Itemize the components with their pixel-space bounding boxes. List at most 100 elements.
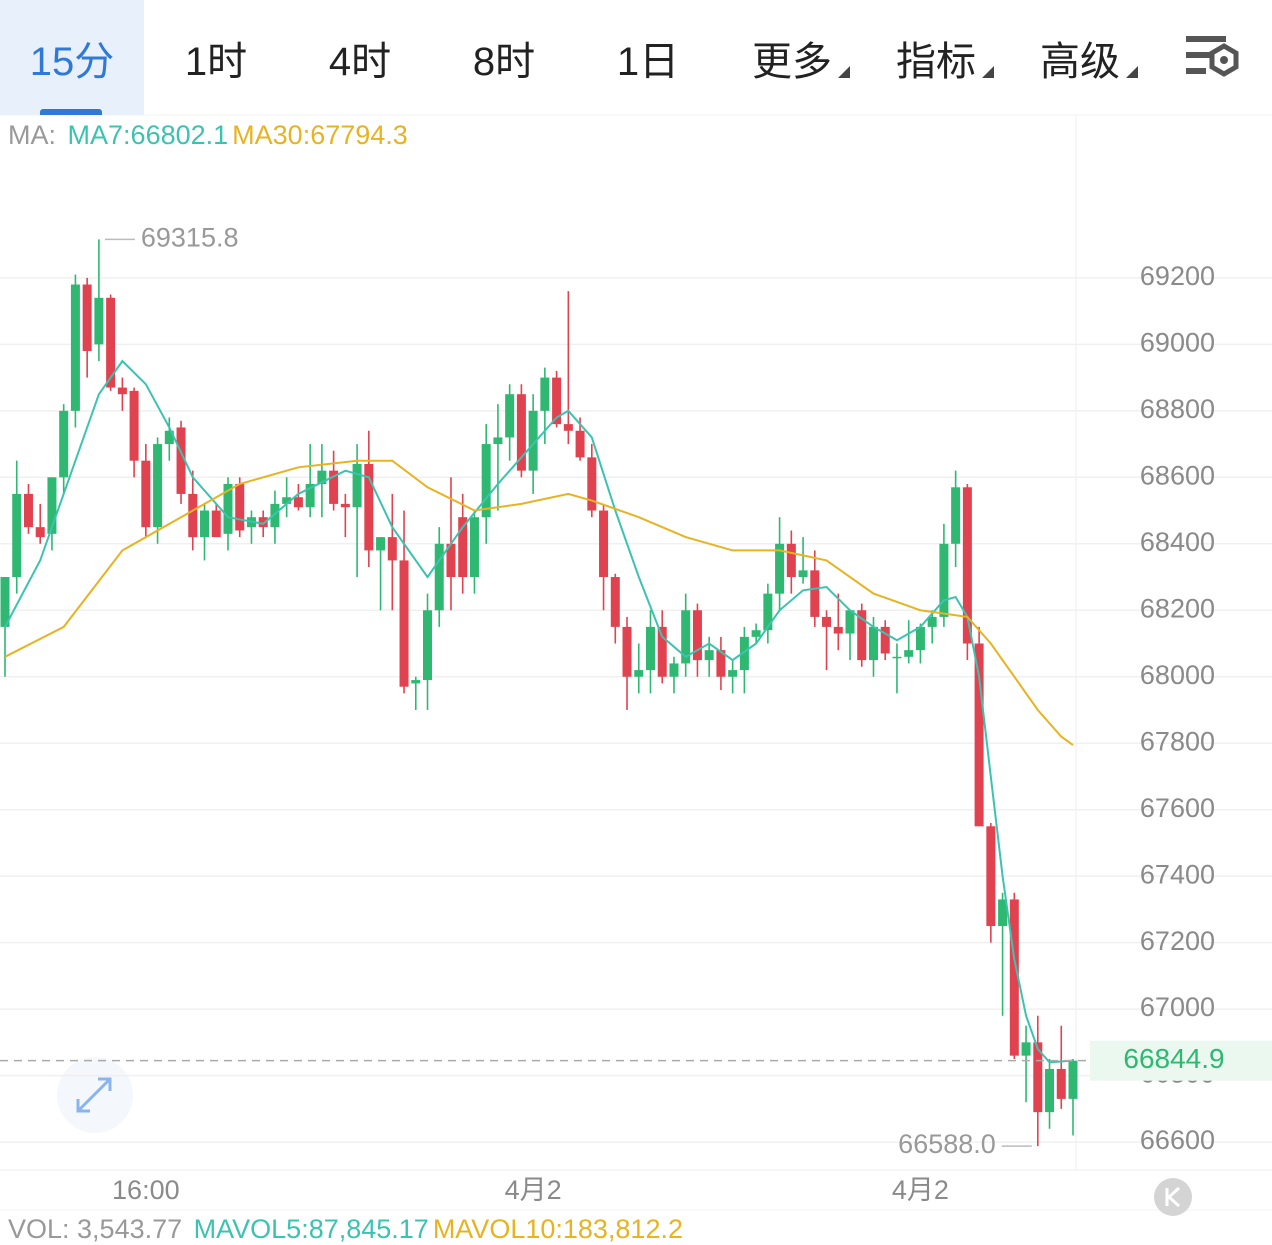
timeframe-tab[interactable]: 1日 xyxy=(616,39,680,84)
timeframe-tab[interactable]: 4时 xyxy=(328,39,392,84)
candle-body xyxy=(47,477,57,534)
candle-body xyxy=(915,626,925,651)
candle-body xyxy=(587,457,597,511)
candle-body xyxy=(974,643,984,827)
candle-body xyxy=(282,497,292,504)
candle-body xyxy=(0,577,10,627)
y-tick-label: 68800 xyxy=(1140,394,1215,424)
candle-body xyxy=(493,437,503,445)
ma-legend: MA: MA7:66802.1 MA30:67794.3 xyxy=(8,120,412,151)
candle-body xyxy=(751,630,761,637)
timeframe-tab[interactable]: 更多 xyxy=(720,0,864,115)
candle-body xyxy=(12,493,22,578)
k-button[interactable] xyxy=(1154,1178,1192,1216)
timeframe-tab[interactable]: 指标 xyxy=(864,0,1008,115)
candle-body xyxy=(939,543,949,617)
candle-body xyxy=(423,610,433,681)
candle-body xyxy=(82,284,92,351)
candle-body xyxy=(305,483,315,508)
y-tick-label: 67400 xyxy=(1140,859,1215,889)
candle-body xyxy=(669,663,679,677)
candle-body xyxy=(446,543,456,578)
candle-body xyxy=(810,570,820,617)
timeframe-tab[interactable]: 1时 xyxy=(184,39,248,84)
candle-body xyxy=(516,394,526,471)
candle-body xyxy=(657,626,667,677)
settings-icon[interactable] xyxy=(1186,36,1239,77)
candle-body xyxy=(188,493,198,538)
legend-prefix: VOL: 3,543.77 xyxy=(8,1214,183,1244)
low-marker-label: 66588.0 xyxy=(898,1129,996,1159)
x-tick-label: 4月2 xyxy=(505,1175,562,1205)
timeframe-tab[interactable]: 高级 xyxy=(1008,0,1152,115)
candle-body xyxy=(1045,1068,1055,1113)
legend-item: MA7:66802.1 xyxy=(67,120,229,150)
legend-item: MAVOL10:183,812.2 xyxy=(432,1214,683,1244)
candle-body xyxy=(868,626,878,661)
candle-body xyxy=(528,410,538,471)
y-tick-label: 68000 xyxy=(1140,660,1215,690)
candle-body xyxy=(270,503,280,528)
y-tick-label: 67000 xyxy=(1140,992,1215,1022)
high-marker-label: 69315.8 xyxy=(141,223,239,253)
last-price-label: 66844.9 xyxy=(1123,1043,1224,1074)
candle-body xyxy=(340,503,350,508)
timeframe-tabs: 15分 1时 4时 8时 1日 更多 指标 高级 xyxy=(0,0,1152,115)
candle-body xyxy=(962,487,972,644)
candle-body xyxy=(552,377,562,425)
candle-body xyxy=(352,464,362,508)
volume-legend: VOL: 3,543.77 MAVOL5:87,845.17 MAVOL10:18… xyxy=(8,1214,687,1245)
ma-line xyxy=(4,459,1074,746)
candle-body xyxy=(1068,1060,1078,1099)
candle-body xyxy=(716,650,726,677)
candle-body xyxy=(35,527,45,538)
candle-body xyxy=(106,297,116,388)
ma-line xyxy=(4,359,1074,1064)
candle-body xyxy=(704,650,714,661)
candle-body xyxy=(634,670,644,677)
candle-body xyxy=(117,387,127,395)
candle-body xyxy=(200,510,210,538)
x-tick-label: 16:00 xyxy=(112,1175,180,1205)
candle-body xyxy=(70,284,80,411)
candle-body xyxy=(211,510,221,538)
candle-body xyxy=(681,610,691,664)
y-tick-label: 67600 xyxy=(1140,793,1215,823)
candle-body xyxy=(728,670,738,677)
candle-body xyxy=(786,543,796,578)
candle-body xyxy=(176,427,186,494)
y-tick-label: 67200 xyxy=(1140,926,1215,956)
candle-body xyxy=(329,470,339,504)
candle-body xyxy=(411,680,421,684)
candle-body xyxy=(469,517,479,578)
candle-body xyxy=(951,487,961,544)
candle-body xyxy=(1021,1042,1031,1056)
candle-body xyxy=(59,410,69,478)
candle-body xyxy=(833,626,843,634)
candle-body xyxy=(129,390,139,461)
candle-body xyxy=(293,497,303,508)
expand-button[interactable] xyxy=(57,1057,133,1133)
candle-body xyxy=(845,610,855,634)
candle-body xyxy=(540,377,550,411)
candle-body xyxy=(986,826,996,927)
y-tick-label: 67800 xyxy=(1140,726,1215,756)
candle-body xyxy=(599,510,609,578)
candle-body xyxy=(622,626,632,677)
y-tick-label: 68400 xyxy=(1140,527,1215,557)
candle-body xyxy=(481,444,491,518)
timeframe-tab[interactable]: 15分 xyxy=(0,0,144,115)
candle-body xyxy=(822,616,832,627)
candle-body xyxy=(153,444,163,528)
candle-body xyxy=(927,616,937,627)
candle-body xyxy=(998,899,1008,927)
candle-body xyxy=(376,537,386,551)
candle-body xyxy=(164,430,174,445)
candle-body xyxy=(399,560,409,687)
timeframe-tab[interactable]: 8时 xyxy=(472,39,536,84)
candle-body xyxy=(387,537,397,561)
y-tick-label: 66600 xyxy=(1140,1125,1215,1155)
candle-body xyxy=(892,656,902,659)
